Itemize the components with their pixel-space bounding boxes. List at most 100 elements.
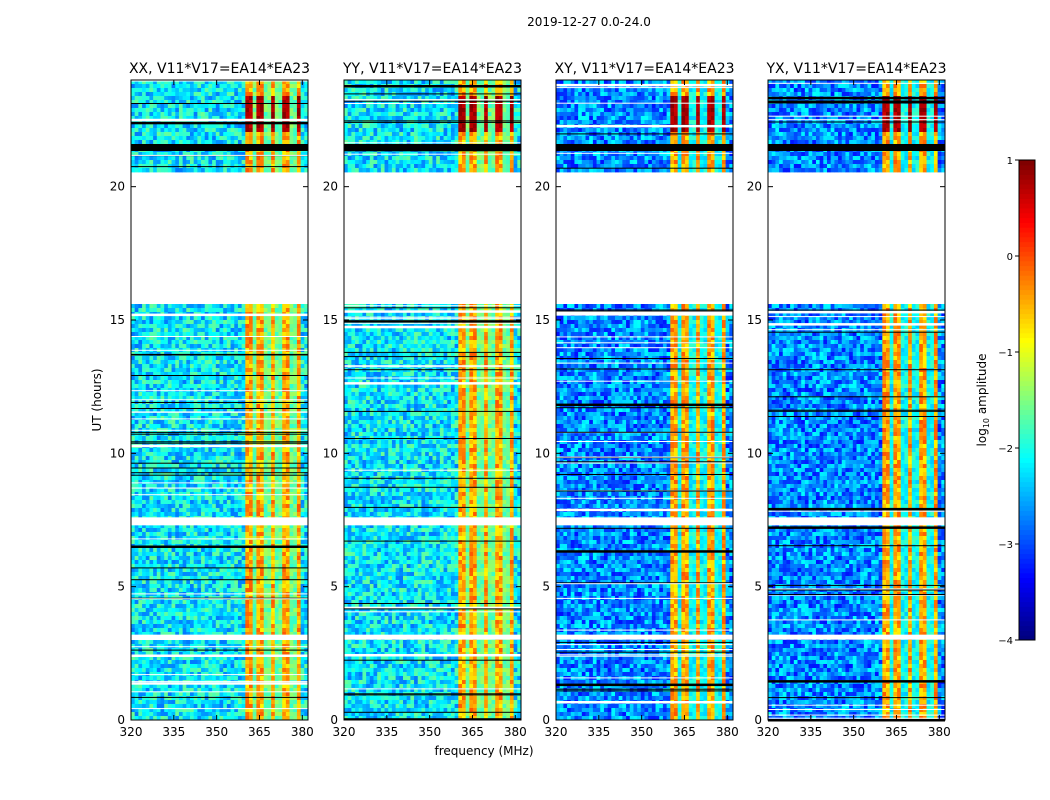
cell xyxy=(290,168,294,172)
cell xyxy=(223,344,227,348)
cell xyxy=(135,132,139,136)
cell xyxy=(216,332,220,336)
cell xyxy=(157,304,161,308)
cell xyxy=(146,92,150,96)
cell xyxy=(253,304,257,308)
cell xyxy=(301,104,305,108)
cell xyxy=(201,320,205,324)
cell xyxy=(146,308,150,312)
cell xyxy=(267,140,271,144)
cell xyxy=(212,96,216,100)
cell xyxy=(212,340,216,344)
cell xyxy=(208,92,212,96)
cell xyxy=(238,168,242,172)
cell xyxy=(249,304,253,308)
cell xyxy=(279,84,283,88)
cell xyxy=(223,160,227,164)
cell xyxy=(208,140,212,144)
cell xyxy=(146,340,150,344)
cell xyxy=(242,168,246,172)
cell xyxy=(297,92,301,96)
cell xyxy=(238,332,242,336)
cell xyxy=(279,316,283,320)
cell xyxy=(208,316,212,320)
cell xyxy=(142,124,146,128)
cell xyxy=(234,112,238,116)
cell xyxy=(220,156,224,160)
cell xyxy=(271,168,275,172)
cell xyxy=(179,88,183,92)
cell xyxy=(172,132,176,136)
cell xyxy=(168,328,172,332)
cell xyxy=(175,324,179,328)
cell xyxy=(216,304,220,308)
cell xyxy=(175,104,179,108)
cell xyxy=(164,168,168,172)
cell xyxy=(208,304,212,308)
cell xyxy=(153,128,157,132)
cell xyxy=(223,304,227,308)
cell xyxy=(138,324,142,328)
cell xyxy=(205,316,209,320)
cell xyxy=(190,124,194,128)
cell xyxy=(297,332,301,336)
cell xyxy=(175,136,179,140)
cell xyxy=(190,136,194,140)
cell xyxy=(164,332,168,336)
cell xyxy=(223,136,227,140)
cell xyxy=(260,132,264,136)
cell xyxy=(138,92,142,96)
cell xyxy=(149,316,153,320)
cell xyxy=(293,324,297,328)
cell xyxy=(194,344,198,348)
cell xyxy=(186,136,190,140)
cell xyxy=(212,156,216,160)
cell xyxy=(212,84,216,88)
cell xyxy=(179,112,183,116)
cell xyxy=(271,132,275,136)
cell xyxy=(142,88,146,92)
cell xyxy=(161,128,165,132)
cell xyxy=(168,96,172,100)
cell xyxy=(201,84,205,88)
cell xyxy=(197,128,201,132)
cell xyxy=(194,104,198,108)
cell xyxy=(164,304,168,308)
cell xyxy=(282,124,286,128)
cell xyxy=(157,128,161,132)
cell xyxy=(131,108,135,112)
cell xyxy=(290,304,294,308)
cell xyxy=(131,332,135,336)
cell xyxy=(131,96,135,100)
cell xyxy=(279,136,283,140)
cell xyxy=(201,108,205,112)
cell xyxy=(161,88,165,92)
cell xyxy=(216,340,220,344)
cell xyxy=(197,156,201,160)
cell xyxy=(279,332,283,336)
cell xyxy=(190,328,194,332)
cell xyxy=(286,128,290,132)
cell xyxy=(197,108,201,112)
cell xyxy=(212,92,216,96)
cell xyxy=(267,128,271,132)
cell xyxy=(231,136,235,140)
cell xyxy=(223,316,227,320)
cell xyxy=(238,104,242,108)
cell xyxy=(142,332,146,336)
cell xyxy=(168,84,172,88)
cell xyxy=(142,344,146,348)
cell xyxy=(179,308,183,312)
cell xyxy=(146,112,150,116)
cell xyxy=(168,160,172,164)
cell xyxy=(205,140,209,144)
cell xyxy=(256,128,260,132)
cell xyxy=(138,112,142,116)
cell xyxy=(231,324,235,328)
cell xyxy=(161,304,165,308)
cell xyxy=(157,316,161,320)
cell xyxy=(146,168,150,172)
cell xyxy=(183,88,187,92)
cell xyxy=(267,168,271,172)
cell xyxy=(245,136,249,140)
